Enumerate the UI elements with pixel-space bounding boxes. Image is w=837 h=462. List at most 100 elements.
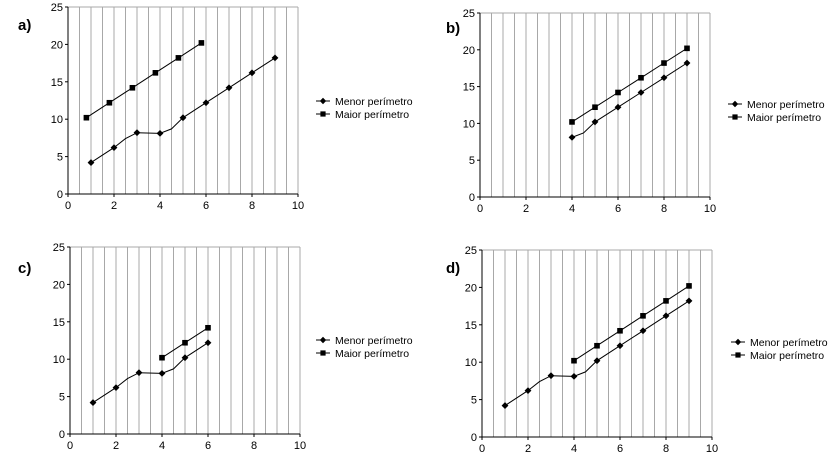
y-tick-label: 20 xyxy=(463,45,475,57)
data-point-square xyxy=(152,70,159,76)
x-tick-label: 8 xyxy=(249,200,255,212)
y-tick-label: 10 xyxy=(463,118,475,130)
data-point-square xyxy=(640,313,646,319)
data-point-diamond xyxy=(639,327,647,335)
legend-label: Maior perímetro xyxy=(747,112,821,124)
y-tick-label: 25 xyxy=(463,8,475,20)
data-point-square xyxy=(205,324,211,331)
data-point-square xyxy=(83,114,90,121)
panel-label: a) xyxy=(18,17,31,34)
legend-label: Menor perímetro xyxy=(335,335,413,347)
y-tick-label: 25 xyxy=(51,2,63,14)
chart-panel-2: 0 5 10 15 20 25 0 2 4 6 8 10 b) Menor perímetroMaior … xyxy=(446,8,825,215)
x-tick-label: 4 xyxy=(571,443,577,455)
data-point-diamond xyxy=(616,342,624,350)
y-tick-label: 15 xyxy=(463,82,475,94)
y-tick-label: 0 xyxy=(59,429,65,441)
x-tick-label: 0 xyxy=(477,203,483,215)
x-tick-label: 2 xyxy=(111,200,117,212)
data-point-square xyxy=(684,45,690,52)
y-tick-label: 15 xyxy=(51,77,63,89)
y-tick-label: 0 xyxy=(57,189,63,201)
data-point-diamond xyxy=(524,387,532,395)
legend-label: Maior perímetro xyxy=(335,348,409,360)
legend-marker-diamond xyxy=(734,338,742,346)
x-tick-label: 2 xyxy=(113,440,119,452)
series-line xyxy=(571,47,688,123)
y-tick-label: 25 xyxy=(53,242,65,254)
data-point-diamond xyxy=(87,159,95,166)
y-tick-label: 10 xyxy=(51,114,63,126)
x-tick-label: 0 xyxy=(479,443,485,455)
data-point-diamond xyxy=(637,89,645,96)
data-point-diamond xyxy=(156,130,164,137)
x-tick-label: 10 xyxy=(706,443,718,455)
data-point-diamond xyxy=(683,59,691,67)
panel-label: c) xyxy=(18,260,31,277)
y-tick-label: 0 xyxy=(471,432,477,444)
data-point-square xyxy=(571,357,577,364)
data-point-diamond xyxy=(135,369,143,377)
data-point-square xyxy=(569,119,575,125)
y-tick-label: 20 xyxy=(465,282,477,294)
legend-label: Menor perímetro xyxy=(335,96,413,108)
legend-marker-square xyxy=(320,350,326,356)
x-tick-label: 8 xyxy=(251,440,257,452)
legend-marker-square xyxy=(732,114,738,120)
x-tick-label: 2 xyxy=(525,443,531,455)
data-point-diamond xyxy=(660,74,668,82)
legend-label: Menor perímetro xyxy=(750,337,828,349)
data-point-diamond xyxy=(593,357,601,365)
data-point-square xyxy=(182,339,188,346)
panel-label: d) xyxy=(446,260,460,277)
x-tick-label: 6 xyxy=(205,440,211,452)
x-tick-label: 4 xyxy=(569,203,575,215)
x-tick-label: 6 xyxy=(203,200,209,212)
data-point-square xyxy=(592,104,598,111)
x-tick-label: 10 xyxy=(294,440,306,452)
y-tick-label: 10 xyxy=(465,357,477,369)
legend-marker-diamond xyxy=(319,336,327,344)
data-point-diamond xyxy=(202,99,210,107)
data-point-diamond xyxy=(133,129,141,137)
series-line xyxy=(504,300,690,407)
data-point-diamond xyxy=(568,133,576,141)
y-tick-label: 25 xyxy=(465,245,477,257)
data-point-diamond xyxy=(614,103,622,111)
data-point-diamond xyxy=(110,144,118,152)
panel-label: b) xyxy=(446,20,460,37)
data-point-diamond xyxy=(112,384,120,392)
data-point-square xyxy=(617,327,623,334)
legend-marker-diamond xyxy=(319,97,327,105)
x-tick-label: 0 xyxy=(67,440,73,452)
series-line xyxy=(90,57,276,164)
legend-label: Maior perímetro xyxy=(750,350,824,362)
data-point-square xyxy=(175,55,182,61)
data-point-diamond xyxy=(179,114,187,122)
x-tick-label: 0 xyxy=(65,200,71,212)
data-point-diamond xyxy=(89,399,97,406)
data-point-diamond xyxy=(547,372,555,380)
data-point-square xyxy=(663,298,669,304)
x-tick-label: 6 xyxy=(617,443,623,455)
data-point-square xyxy=(615,89,621,96)
legend-marker-square xyxy=(320,111,326,117)
x-tick-label: 10 xyxy=(292,200,304,212)
y-tick-label: 5 xyxy=(57,152,63,164)
data-point-diamond xyxy=(570,373,578,380)
chart-panel-4: 0 5 10 15 20 25 0 2 4 6 8 10 d) Menor perímetroMaior … xyxy=(446,245,828,455)
y-tick-label: 15 xyxy=(53,317,65,329)
data-point-diamond xyxy=(158,370,166,377)
data-point-diamond xyxy=(248,69,256,77)
x-tick-label: 4 xyxy=(159,440,165,452)
series-line xyxy=(573,285,690,362)
y-tick-label: 10 xyxy=(53,354,65,366)
legend-label: Maior perímetro xyxy=(335,109,409,121)
data-point-diamond xyxy=(662,312,670,320)
data-point-square xyxy=(638,74,644,81)
x-tick-label: 8 xyxy=(663,443,669,455)
